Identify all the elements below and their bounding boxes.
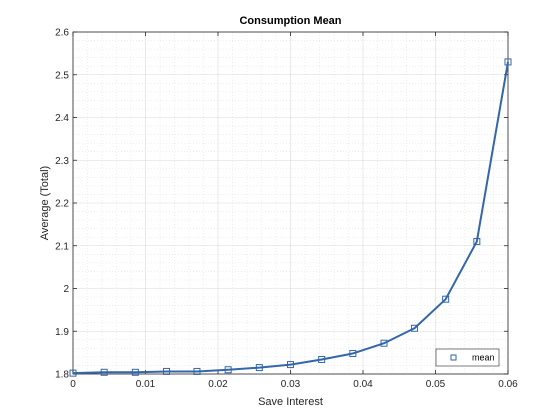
- data-point-marker: [193, 367, 201, 375]
- y-tick-label: 1.9: [55, 327, 69, 338]
- data-point-marker: [255, 364, 263, 372]
- x-axis-label: Save Interest: [258, 396, 323, 408]
- x-tick-label: 0.02: [208, 379, 228, 390]
- data-point-marker: [131, 368, 139, 376]
- data-point-marker: [287, 361, 294, 369]
- data-point-marker: [473, 237, 481, 245]
- y-tick-label: 2.2: [55, 199, 69, 210]
- x-tick-label: 0.06: [498, 379, 518, 390]
- plot-area: 0 0.01 0.02 0.03 0.04 0.05 0.06 1.8 1.9 2 2.1 2.2 2…: [55, 28, 518, 391]
- x-tick-label: 0.01: [136, 379, 156, 390]
- x-tick-label: 0.03: [281, 379, 301, 390]
- data-point-marker: [100, 368, 108, 376]
- data-point-marker: [442, 295, 450, 303]
- x-tick-label: 0.04: [353, 379, 373, 390]
- legend-marker: [450, 354, 457, 361]
- y-tick-label: 2.4: [55, 113, 69, 124]
- data-point-marker: [504, 58, 512, 66]
- data-point-marker: [410, 324, 418, 332]
- y-tick-label: 2.1: [55, 241, 69, 252]
- data-point-marker: [380, 339, 388, 347]
- data-point-marker: [224, 366, 232, 374]
- x-tick-label: 0.05: [426, 379, 446, 390]
- legend: mean: [435, 348, 500, 367]
- y-tick-label: 2: [63, 284, 69, 295]
- y-tick-label: 2.3: [55, 156, 69, 167]
- data-point-marker: [163, 367, 171, 375]
- y-tick-label: 1.8: [55, 370, 69, 381]
- y-axis-label: Average (Total): [39, 166, 51, 240]
- series-layer: [69, 58, 512, 377]
- data-point-marker: [318, 355, 326, 363]
- legend-entry-mean: mean: [472, 353, 495, 363]
- data-point-marker: [69, 369, 77, 377]
- x-tick-label: 0: [70, 379, 76, 390]
- y-tick-label: 2.6: [55, 28, 69, 39]
- x-axis-ticks: 0 0.01 0.02 0.03 0.04 0.05 0.06: [70, 32, 518, 390]
- series-line-mean: [72, 61, 509, 375]
- legend-box: [435, 348, 500, 367]
- chart-title: Consumption Mean: [239, 15, 341, 27]
- y-tick-label: 2.5: [55, 70, 69, 81]
- data-point-marker: [349, 349, 357, 357]
